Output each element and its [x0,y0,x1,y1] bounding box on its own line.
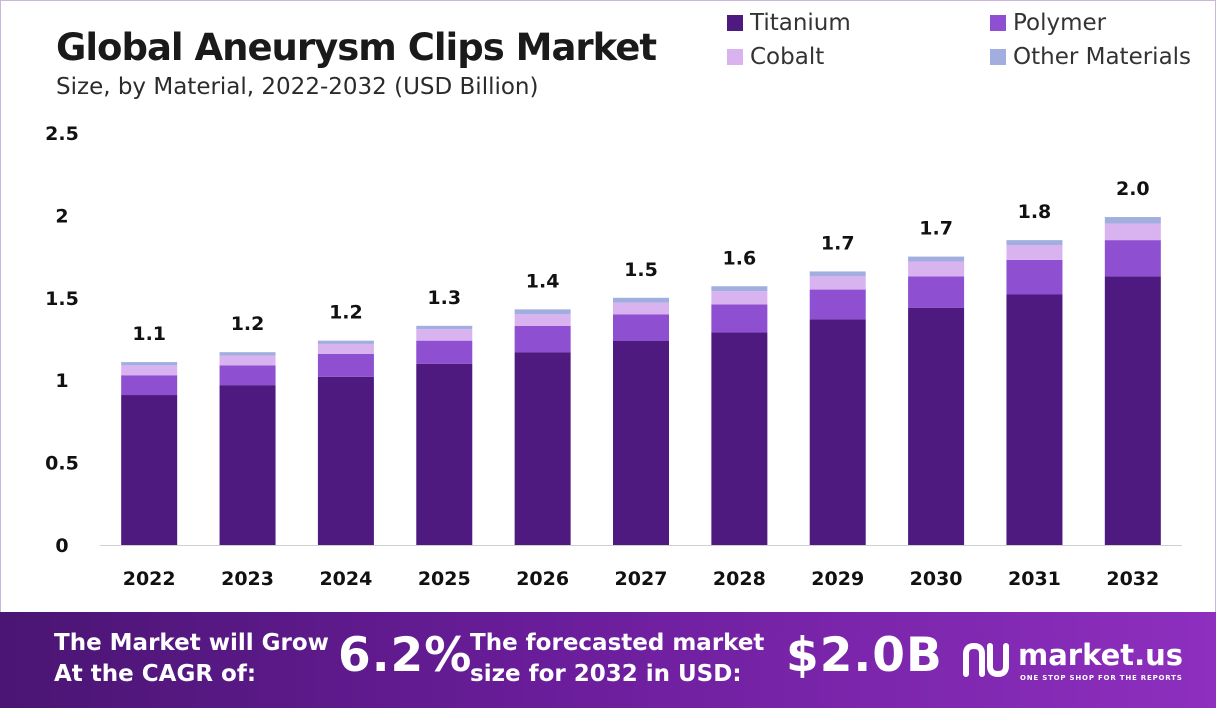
bar-segment-titanium [908,307,965,545]
bar-segment-cobalt [711,291,768,305]
bar-segment-cobalt [219,355,276,366]
bar-segment-cobalt [809,276,866,290]
bar-segment-polymer [908,276,965,308]
x-tick-label: 2024 [319,568,372,590]
brand-tagline: ONE STOP SHOP FOR THE REPORTS [1020,674,1183,682]
y-tick-label: 1.5 [45,288,79,310]
bar-segment-other-materials [416,325,473,330]
bar-segment-other-materials [121,362,178,366]
legend-item-other-materials: Other Materials [990,44,1191,70]
data-label: 1.3 [427,287,461,309]
data-label: 1.5 [624,259,658,281]
x-tick-label: 2028 [713,568,766,590]
data-label: 1.2 [231,313,265,335]
y-tick-label: 2.5 [45,123,79,145]
cagr-label: The Market will Grow At the CAGR of: [54,630,329,687]
x-tick-label: 2026 [516,568,569,590]
bar-segment-other-materials [908,256,965,262]
bar-segment-other-materials [219,352,276,356]
y-tick-label: 2 [55,205,68,227]
legend-swatch-other-materials [990,49,1006,65]
bar-segment-polymer [711,304,768,333]
x-tick-label: 2030 [910,568,963,590]
x-tick-label: 2023 [221,568,274,590]
data-label: 1.8 [1018,201,1052,223]
bar-segment-other-materials [514,309,571,315]
legend-item-polymer: Polymer [990,10,1106,36]
forecast-label: The forecasted market size for 2032 in U… [470,630,765,687]
bar-segment-cobalt [1104,223,1161,241]
brand-logo: market.us ONE STOP SHOP FOR THE REPORTS [962,634,1192,690]
legend-item-cobalt: Cobalt [727,44,824,70]
data-label: 1.1 [132,323,166,345]
bar-segment-polymer [317,353,374,377]
bar-segment-polymer [219,365,276,386]
bar-segment-cobalt [514,314,571,326]
bar-segment-polymer [809,289,866,320]
legend-label-titanium: Titanium [750,10,851,36]
legend-swatch-cobalt [727,49,743,65]
data-label: 1.7 [821,232,855,254]
forecast-value: $2.0B [786,628,943,683]
bar-segment-polymer [1104,240,1161,277]
y-tick-label: 1 [55,370,68,392]
bar-segment-cobalt [416,329,473,341]
bar-segment-polymer [613,314,669,341]
chart-subtitle: Size, by Material, 2022-2032 (USD Billio… [56,74,539,100]
bar-segment-other-materials [1104,217,1161,224]
bar-segment-cobalt [613,302,669,315]
x-tick-label: 2032 [1106,568,1159,590]
bar-segment-cobalt [908,261,965,277]
legend-label-polymer: Polymer [1013,10,1107,36]
legend: Titanium Polymer Cobalt Other Materials [727,8,1197,78]
bar-segment-titanium [416,363,473,545]
bar-segment-titanium [613,340,669,545]
x-tick-label: 2029 [811,568,864,590]
y-tick-label: 0.5 [45,453,79,475]
data-label: 1.2 [329,302,363,324]
legend-label-cobalt: Cobalt [750,44,825,70]
bar-segment-other-materials [613,297,669,303]
market-us-logo-icon [963,642,1009,678]
legend-item-titanium: Titanium [727,10,851,36]
bar-segment-other-materials [809,271,866,277]
chart-title: Global Aneurysm Clips Market [56,26,657,69]
bar-segment-polymer [514,325,571,353]
data-label: 1.6 [723,247,757,269]
bar-segment-titanium [1006,294,1063,545]
bar-segment-cobalt [1006,245,1063,260]
brand-name: market.us [1018,638,1184,672]
data-label: 1.7 [919,218,953,240]
bar-segment-titanium [219,385,276,545]
x-tick-label: 2027 [615,568,668,590]
bar-segment-titanium [1104,276,1161,545]
bar-segment-polymer [121,375,178,396]
bar-segment-other-materials [317,340,374,344]
bar-segment-polymer [416,340,473,364]
bar-segment-titanium [809,319,866,545]
bar-segment-polymer [1006,259,1063,295]
x-tick-label: 2025 [418,568,471,590]
bar-segment-cobalt [317,343,374,354]
y-tick-label: 0 [55,535,68,557]
data-label: 2.0 [1116,178,1150,200]
bar-segment-other-materials [711,286,768,292]
bar-segment-titanium [317,376,374,545]
footer-banner: The Market will Grow At the CAGR of: 6.2… [0,612,1216,708]
bar-segment-titanium [711,332,768,545]
cagr-value: 6.2% [338,628,473,683]
data-label: 1.4 [526,270,560,292]
x-tick-label: 2022 [123,568,176,590]
bar-segment-titanium [514,352,571,545]
bar-segment-other-materials [1006,240,1063,246]
bar-segment-titanium [121,395,178,545]
legend-swatch-titanium [727,15,743,31]
bar-chart: 0 0.5 1 1.5 2 2.5 1.1 2022 1.2 2023 1.2 2024 1.3 2025… [45,123,1182,590]
bar-segment-cobalt [121,365,178,376]
legend-swatch-polymer [990,15,1006,31]
legend-label-other-materials: Other Materials [1013,44,1192,70]
x-tick-label: 2031 [1008,568,1061,590]
